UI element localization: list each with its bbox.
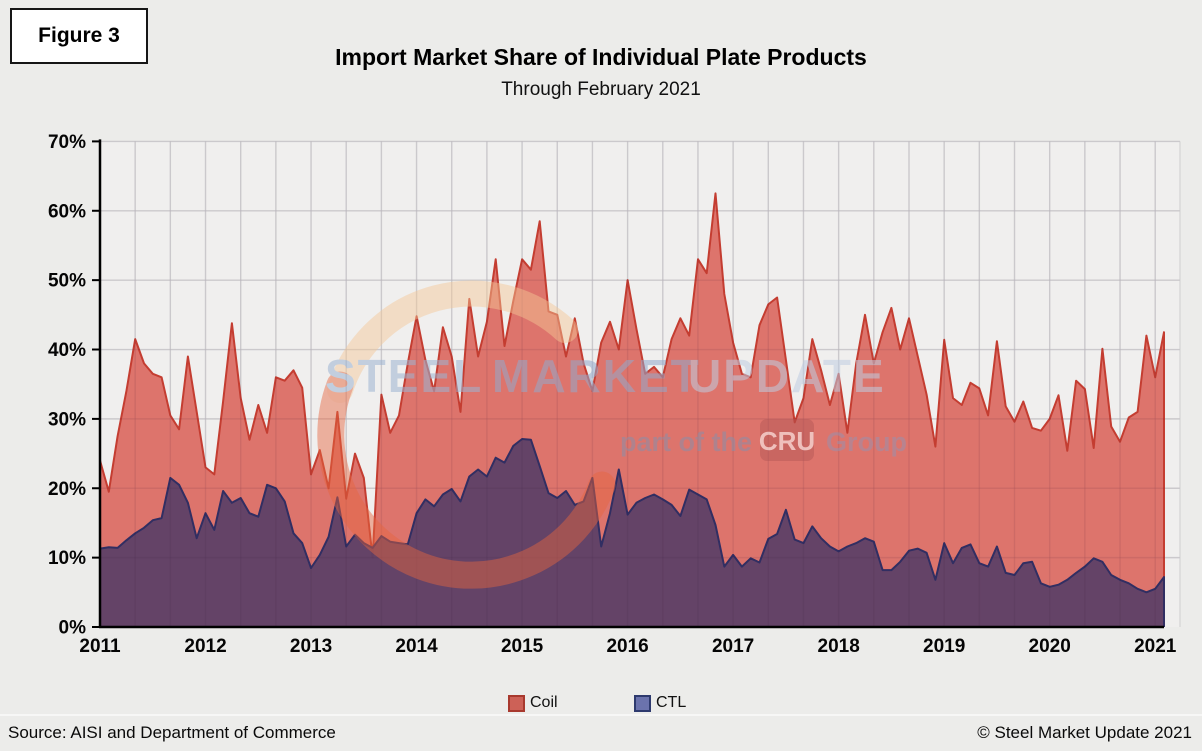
y-tick-label: 10% [48,548,86,569]
x-tick-label: 2017 [712,636,754,657]
x-tick-label: 2012 [184,636,226,657]
ctl-area-line [99,438,1165,627]
legend-ctl-label: CTL [656,694,687,711]
cru-logo-box [760,419,814,461]
watermark-swoosh-bottom [317,371,616,589]
y-tick-label: 40% [48,340,86,361]
x-tick-label: 2020 [1029,636,1071,657]
copyright-note: © Steel Market Update 2021 [977,723,1192,742]
chart-legend: Coil CTL [0,694,1202,714]
watermark: STEEL MARKET UPDATE part of the CRU Grou… [317,280,907,589]
x-tick-label: 2013 [290,636,332,657]
source-note: Source: AISI and Department of Commerce [8,723,336,742]
x-tick-label: 2015 [501,636,544,657]
watermark-tagline-box: CRU [759,426,815,456]
legend-item-coil: Coil [508,694,558,712]
coil-area-line [99,192,1165,627]
page-title: Import Market Share of Individual Plate … [335,44,867,70]
x-tick-label: 2011 [79,636,121,657]
ctl-area-fill [100,439,1164,627]
watermark-brand-market: MARKET [492,350,701,402]
x-tick-label: 2018 [818,636,860,657]
ctl-area [99,438,1165,627]
watermark-brand-update: UPDATE [688,350,886,402]
footer-divider [0,714,1202,716]
x-tick-label: 2014 [395,636,438,657]
page-subtitle: Through February 2021 [501,79,701,100]
watermark-tagline-prefix: part of the [620,427,752,457]
coil-area [99,192,1165,627]
figure-label: Figure 3 [38,24,120,47]
coil-swatch-icon [508,694,525,712]
legend-item-ctl: CTL [634,694,686,712]
x-tick-label: 2021 [1134,636,1177,657]
y-tick-label: 50% [48,271,86,292]
y-tick-label: 60% [48,201,86,222]
watermark-brand-steel: STEEL [325,350,483,402]
x-tick-label: 2016 [606,636,648,657]
figure-label-box: Figure 3 [10,8,148,64]
y-tick-label: 0% [59,618,87,639]
axis-labels: 0% 10% 20% 30% 40% 50% 60% 70% 2011 2012 2013 2014 2… [48,132,1177,657]
x-tick-label: 2019 [923,636,965,657]
ctl-swatch-icon [634,694,651,712]
watermark-swoosh-top [327,280,578,403]
axes [92,139,1164,629]
y-tick-label: 70% [48,132,86,153]
coil-area-fill [100,193,1164,627]
watermark-tagline-suffix: Group [826,427,907,457]
legend-coil-label: Coil [530,694,558,711]
y-tick-label: 20% [48,479,86,500]
gridline-overlay [100,140,1180,627]
y-tick-label: 30% [48,409,86,430]
